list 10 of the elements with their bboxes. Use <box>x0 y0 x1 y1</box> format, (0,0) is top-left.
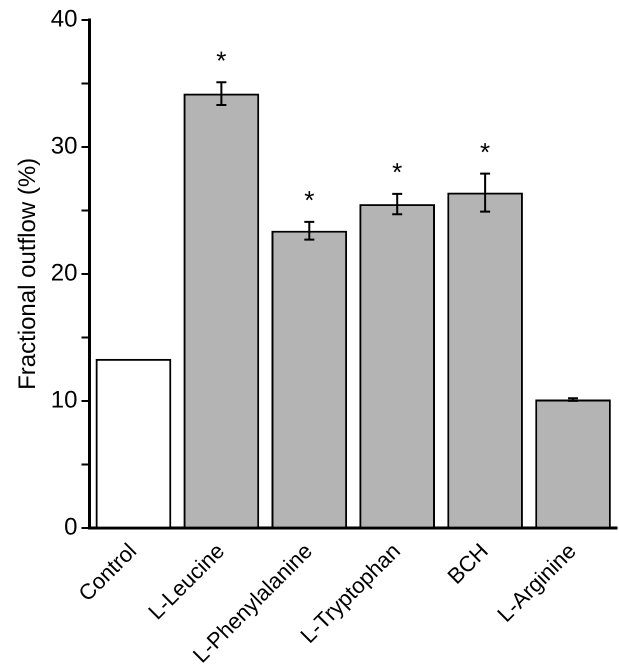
y-tick-label: 30 <box>50 132 78 160</box>
annotation: * <box>392 157 402 188</box>
y-axis-title: Fractional outflow (%) <box>14 158 42 390</box>
annotation: * <box>216 45 226 76</box>
annotation: * <box>480 136 490 167</box>
y-tick-label: 10 <box>50 386 78 414</box>
y-tick-label: 0 <box>64 513 78 540</box>
annotation: * <box>304 185 314 216</box>
y-tick-label: 40 <box>50 6 78 33</box>
y-tick-label: 20 <box>50 260 78 287</box>
